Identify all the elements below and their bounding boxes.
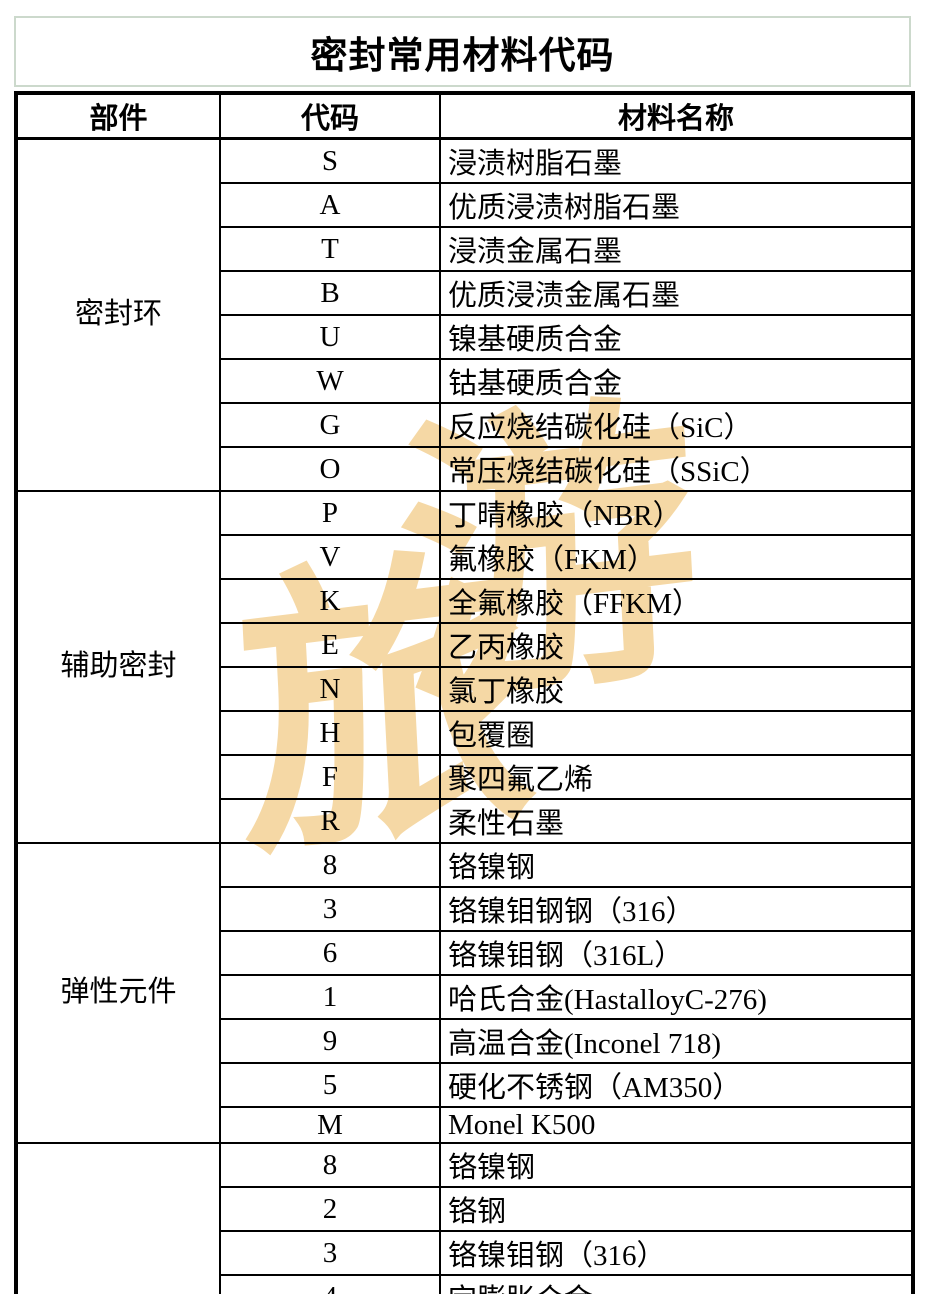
table-row: M Monel K500 — [16, 1106, 914, 1144]
table-row: 6 铬镍钼钢（316L） — [16, 930, 914, 976]
material-name-cell: 浸渍金属石墨 — [439, 226, 914, 272]
code-cell: N — [219, 666, 441, 712]
header-row: 部件 代码 材料名称 — [14, 91, 915, 140]
code-cell: 3 — [219, 1230, 441, 1276]
table-row: 5 硬化不锈钢（AM350） — [16, 1062, 914, 1108]
code-cell: 3 — [219, 886, 441, 932]
header-part: 部件 — [14, 91, 221, 140]
material-name-cell: 钴基硬质合金 — [439, 358, 914, 404]
material-name-cell: 反应烧结碳化硅（SiC） — [439, 402, 914, 448]
code-cell: H — [219, 710, 441, 756]
material-name-cell: 铬镍钢 — [439, 1142, 914, 1188]
material-name-cell: 常压烧结碳化硅（SSiC） — [439, 446, 914, 492]
part-cell: 密封其他部件 压盖和轴套 — [15, 1142, 221, 1294]
table-row: 1 哈氏合金(HastalloyC-276) — [16, 974, 914, 1020]
code-cell: A — [219, 182, 441, 228]
page-title: 密封常用材料代码 — [310, 35, 615, 77]
code-cell: 2 — [219, 1186, 441, 1232]
code-cell: F — [219, 754, 441, 800]
part-cell: 弹性元件 — [15, 842, 221, 1144]
table-row: 2 铬钢 — [16, 1186, 914, 1232]
material-name-cell: 丁晴橡胶（NBR） — [439, 490, 914, 536]
material-name-cell: 氟橡胶（FKM） — [439, 534, 914, 580]
code-cell: 1 — [219, 974, 441, 1020]
material-name-cell: 铬镍钢 — [439, 842, 914, 888]
code-cell: M — [219, 1106, 441, 1144]
material-name-cell: 高温合金(Inconel 718) — [439, 1018, 914, 1064]
code-cell: T — [219, 226, 441, 272]
material-name-cell: 全氟橡胶（FFKM） — [439, 578, 914, 624]
code-cell: W — [219, 358, 441, 404]
header-material-name: 材料名称 — [439, 91, 915, 140]
material-name-cell: 浸渍树脂石墨 — [439, 137, 914, 184]
code-cell: R — [219, 798, 441, 844]
code-cell: 5 — [219, 1062, 441, 1108]
table-row: T 浸渍金属石墨 — [16, 226, 914, 272]
material-name-cell: 氯丁橡胶 — [439, 666, 914, 712]
code-cell: 6 — [219, 930, 441, 976]
material-name-cell: 柔性石墨 — [439, 798, 914, 844]
material-name-cell: 硬化不锈钢（AM350） — [439, 1062, 914, 1108]
table-row: 辅助密封 P 丁晴橡胶（NBR） — [15, 490, 914, 844]
code-cell: U — [219, 314, 441, 360]
code-cell: O — [219, 446, 441, 492]
code-cell: S — [219, 137, 441, 184]
material-name-cell: 哈氏合金(HastalloyC-276) — [439, 974, 914, 1020]
table-row: E 乙丙橡胶 — [16, 622, 914, 668]
code-cell: K — [219, 578, 441, 624]
material-name-cell: 优质浸渍树脂石墨 — [439, 182, 914, 228]
table-row: 3 铬镍钼钢（316） — [16, 1230, 914, 1276]
material-name-cell: 铬钢 — [439, 1186, 914, 1232]
part-cell: 辅助密封 — [15, 490, 221, 844]
material-code-table: 部件 代码 材料名称 密封环 S 浸渍树脂石墨 A 优质浸渍树脂石墨 T 浸渍金属石… — [14, 91, 915, 1294]
table-row: G 反应烧结碳化硅（SiC） — [16, 402, 914, 448]
code-cell: 8 — [219, 1142, 441, 1188]
table-row: B 优质浸渍金属石墨 — [16, 270, 914, 316]
code-cell: 9 — [219, 1018, 441, 1064]
material-name-cell: Monel K500 — [439, 1106, 914, 1144]
table-row: 4定膨胀合金 — [16, 1274, 914, 1294]
table-row: K 全氟橡胶（FFKM） — [16, 578, 914, 624]
table-row: F 聚四氟乙烯 — [16, 754, 914, 800]
material-name-cell: 聚四氟乙烯 — [439, 754, 914, 800]
material-name-cell: 定膨胀合金 — [439, 1274, 914, 1294]
material-name-cell: 铬镍钼钢（316） — [439, 1230, 914, 1276]
material-name-cell: 铬镍钼钢（316L） — [439, 930, 914, 976]
part-cell: 密封环 — [15, 137, 221, 492]
table-row: U 镍基硬质合金 — [16, 314, 914, 360]
table-row: V 氟橡胶（FKM） — [16, 534, 914, 580]
material-name-cell: 镍基硬质合金 — [439, 314, 914, 360]
table-row: W 钴基硬质合金 — [16, 358, 914, 404]
table-row: N 氯丁橡胶 — [16, 666, 914, 712]
table-row: A 优质浸渍树脂石墨 — [16, 182, 914, 228]
code-cell: G — [219, 402, 441, 448]
title-box: 密封常用材料代码 — [14, 16, 911, 87]
table-row: H 包覆圈 — [16, 710, 914, 756]
code-cell: E — [219, 622, 441, 668]
material-name-cell: 铬镍钼钢钢（316） — [439, 886, 914, 932]
code-cell: B — [219, 270, 441, 316]
code-cell: V — [219, 534, 441, 580]
material-name-cell: 优质浸渍金属石墨 — [439, 270, 914, 316]
table-row: 9 高温合金(Inconel 718) — [16, 1018, 914, 1064]
table-row: 密封环 S 浸渍树脂石墨 — [15, 137, 914, 492]
material-name-cell: 乙丙橡胶 — [439, 622, 914, 668]
table-row: O 常压烧结碳化硅（SSiC） — [16, 446, 914, 492]
table-row: 弹性元件 8 铬镍钢 — [15, 842, 914, 1144]
header-code: 代码 — [219, 91, 441, 140]
table-row: 密封其他部件 压盖和轴套 8 铬镍钢 — [15, 1142, 914, 1294]
table-row: 3 铬镍钼钢钢（316） — [16, 886, 914, 932]
table-row: R 柔性石墨 — [16, 798, 914, 844]
code-cell: P — [219, 490, 441, 536]
code-cell: 8 — [219, 842, 441, 888]
material-name-cell: 包覆圈 — [439, 710, 914, 756]
code-cell: 4 — [219, 1274, 441, 1294]
material-code-table-wrap: 部件 代码 材料名称 密封环 S 浸渍树脂石墨 A 优质浸渍树脂石墨 T 浸渍金属石… — [14, 91, 915, 1294]
